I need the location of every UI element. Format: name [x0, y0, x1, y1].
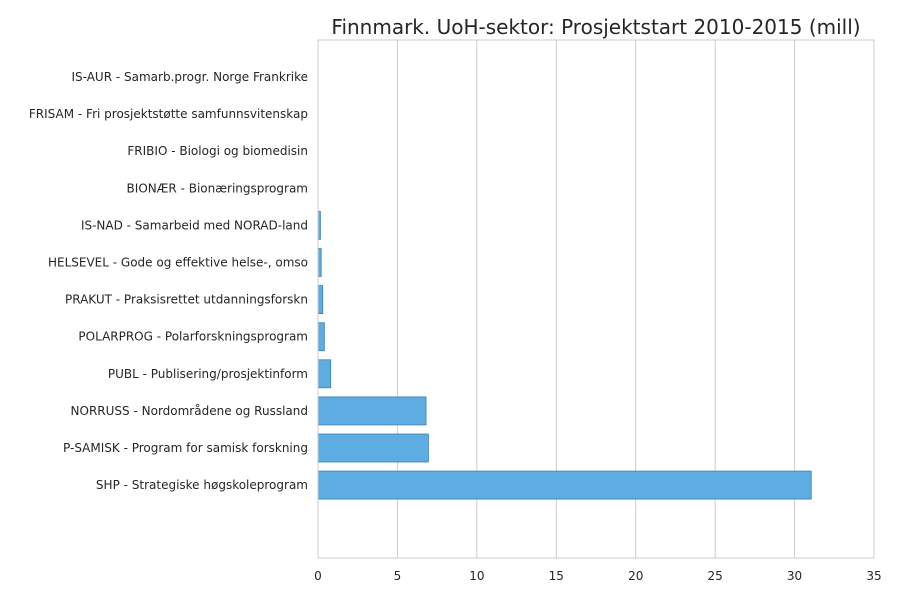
category-label-0: IS-AUR - Samarb.progr. Norge Frankrike: [72, 70, 309, 84]
bar-10: [317, 433, 429, 463]
category-label-7: POLARPROG - Polarforskningsprogram: [78, 330, 308, 344]
x-tick-labels: 0 5 10 15 20 25 30 35: [314, 569, 881, 583]
bar-9: [317, 396, 427, 426]
category-label-1: FRISAM - Fri prosjektstøtte samfunnsvite…: [29, 107, 308, 121]
grid-lines: [317, 40, 875, 558]
plot-frame: [317, 39, 875, 559]
category-label-11: SHP - Strategiske høgskoleprogram: [96, 478, 308, 492]
chart-title: Finnmark. UoH-sektor: Prosjektstart 2010…: [331, 15, 860, 39]
x-tick-label-25: 25: [708, 569, 723, 583]
category-labels: IS-AUR - Samarb.progr. Norge Frankrike FR…: [29, 70, 308, 492]
x-tick-label-20: 20: [628, 569, 643, 583]
x-tick-label-35: 35: [866, 569, 881, 583]
bar-6: [317, 285, 324, 315]
category-label-9: NORRUSS - Nordområdene og Russland: [71, 404, 308, 418]
category-label-10: P-SAMISK - Program for samisk forskning: [63, 441, 308, 455]
bar-11: [317, 470, 812, 500]
bar-7: [317, 322, 325, 352]
category-label-8: PUBL - Publisering/prosjektinform: [108, 367, 308, 381]
x-tick-label-10: 10: [469, 569, 484, 583]
category-label-6: PRAKUT - Praksisrettet utdanningsforskn: [65, 293, 308, 307]
x-tick-label-5: 5: [394, 569, 402, 583]
category-label-4: IS-NAD - Samarbeid med NORAD-land: [81, 218, 308, 232]
bar-8: [317, 359, 332, 389]
bars: [317, 210, 812, 500]
category-label-2: FRIBIO - Biologi og biomedisin: [127, 144, 308, 158]
x-tick-label-30: 30: [787, 569, 802, 583]
category-label-3: BIONÆR - Bionæringsprogram: [127, 181, 308, 195]
x-tick-label-15: 15: [549, 569, 564, 583]
x-tick-label-0: 0: [314, 569, 322, 583]
category-label-5: HELSEVEL - Gode og effektive helse-, oms…: [48, 256, 308, 270]
